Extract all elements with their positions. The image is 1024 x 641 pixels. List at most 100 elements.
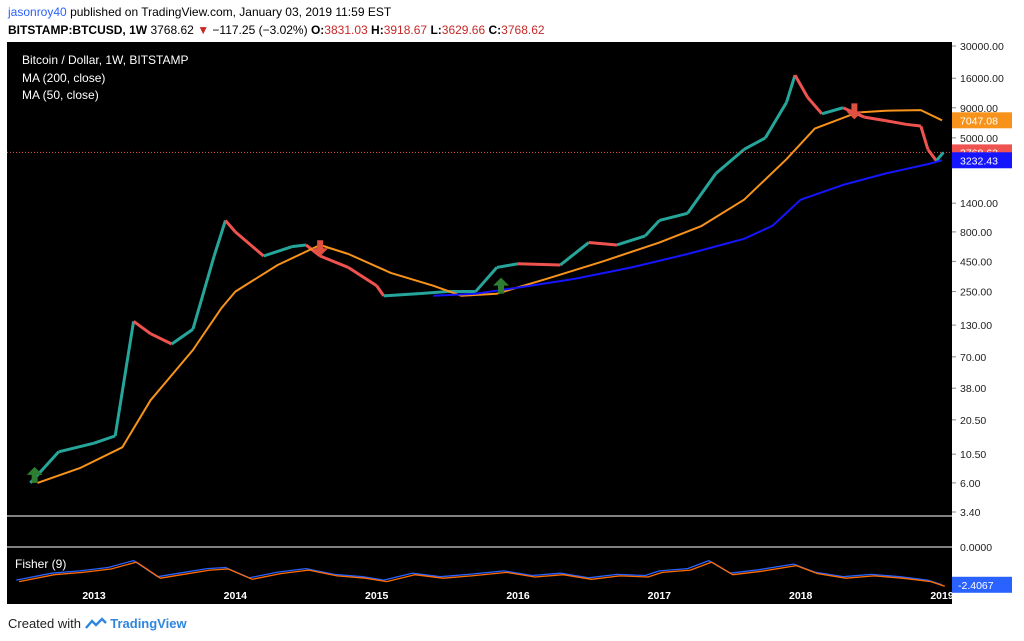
legend-ma200: MA (200, close)	[22, 71, 106, 85]
tradingview-brand[interactable]: TradingView	[110, 616, 187, 631]
price-segment	[375, 284, 385, 297]
price-segment	[821, 106, 844, 116]
arrow-down-icon	[312, 240, 329, 257]
y-axis-tick-label: 10.50	[960, 449, 986, 461]
x-axis-tick-label: 2018	[789, 590, 813, 602]
y-axis-tick-label: 38.00	[960, 383, 986, 395]
time-axis-background	[7, 590, 952, 604]
price-segment	[234, 230, 265, 258]
price-segment	[191, 255, 216, 330]
price-segment	[418, 290, 448, 296]
price-segment	[785, 74, 797, 103]
ma200-line	[433, 159, 943, 297]
x-axis-tick-label: 2013	[82, 590, 106, 602]
y-axis-tick-label: 6.00	[960, 478, 981, 490]
x-axis-tick-label: 2015	[365, 590, 389, 602]
price-segment	[212, 220, 227, 257]
price-segment	[319, 254, 349, 269]
price-segment	[93, 434, 116, 445]
price-segment	[263, 245, 293, 258]
price-segment	[305, 243, 322, 258]
price-segment	[919, 125, 930, 150]
x-axis-tick-label: 2014	[224, 590, 248, 602]
price-label-box	[952, 152, 1012, 169]
symbol-line: BITSTAMP:BTCUSD, 1W 3768.62 ▼ −117.25 (−…	[8, 23, 545, 37]
author-link[interactable]: jasonroy40	[8, 5, 67, 19]
price-label-text: 3232.43	[960, 155, 998, 167]
low-label: L:	[430, 23, 442, 37]
y-axis-tick-label: 70.00	[960, 352, 986, 364]
price-segment	[588, 241, 618, 247]
open-value: 3831.03	[324, 23, 368, 37]
open-label: O:	[310, 23, 325, 37]
x-axis-tick-label: 2019	[930, 590, 954, 602]
y-axis-tick-label: 1400.00	[960, 198, 998, 210]
price-segment	[793, 74, 810, 99]
price-segment	[474, 266, 498, 293]
price-segment	[559, 241, 590, 267]
x-axis-tick-label: 2016	[506, 590, 530, 602]
price-change: −117.25 (−3.02%)	[212, 23, 308, 37]
price-segment	[496, 262, 519, 269]
price-segment	[926, 148, 938, 162]
x-axis-tick-label: 2017	[648, 590, 672, 602]
y-axis-tick-label: 3.40	[960, 507, 981, 519]
y-axis-tick-label: 800.00	[960, 227, 992, 239]
price-axis-background	[952, 42, 1024, 604]
published-text: published on TradingView.com, January 03…	[70, 5, 392, 19]
price-segment	[864, 115, 886, 123]
fisher-trigger-line	[18, 561, 946, 587]
high-value: 3918.67	[383, 23, 428, 37]
last-price: 3768.62	[150, 23, 194, 37]
price-segment	[224, 219, 237, 233]
close-label: C:	[488, 23, 502, 37]
indicator-axis-tick-label: 0.0000	[960, 542, 992, 554]
price-segment	[170, 327, 194, 346]
y-axis-tick-label: 9000.00	[960, 103, 998, 115]
price-segment	[58, 441, 95, 454]
price-segment	[132, 320, 152, 335]
y-axis-tick-label: 250.00	[960, 287, 992, 299]
price-segment	[906, 122, 921, 128]
price-segment	[291, 243, 307, 249]
price-segment	[347, 266, 378, 288]
price-label-text: 7047.08	[960, 115, 998, 127]
legend-ma50: MA (50, close)	[22, 88, 99, 102]
footer: Created with TradingView	[8, 616, 187, 631]
legend-fisher: Fisher (9)	[15, 557, 67, 571]
y-axis-tick-label: 450.00	[960, 256, 992, 268]
indicator-label-box	[952, 576, 1012, 593]
price-segment	[764, 101, 788, 139]
publish-line: jasonroy40 published on TradingView.com,…	[8, 5, 391, 19]
price-segment	[806, 96, 824, 115]
price-segment	[113, 321, 136, 437]
arrow-up-icon	[26, 466, 43, 483]
symbol-label: BITSTAMP:BTCUSD, 1W	[8, 23, 148, 37]
price-segment	[149, 332, 173, 346]
price-segment	[885, 119, 907, 126]
fisher-line	[16, 559, 943, 586]
price-segment	[686, 172, 718, 215]
arrow-down-icon	[846, 103, 863, 120]
price-segment	[935, 151, 945, 162]
high-label: H:	[371, 23, 384, 37]
tradingview-logo-icon	[84, 617, 107, 629]
price-segment	[743, 136, 767, 151]
price-segment	[644, 219, 661, 237]
price-segment	[517, 262, 561, 267]
price-segment	[383, 292, 420, 298]
close-value: 3768.62	[501, 23, 545, 37]
low-value: 3629.66	[441, 23, 486, 37]
y-axis-tick-label: 16000.00	[960, 73, 1004, 85]
arrow-up-icon	[493, 277, 510, 294]
price-chart[interactable]: 30000.00 16000.00 9000.00 5000.00 1400.00 800…	[7, 42, 1024, 604]
legend-title: Bitcoin / Dollar, 1W, BITSTAMP	[22, 53, 189, 67]
price-label-box	[952, 112, 1012, 129]
indicator-label-text: -2.4067	[958, 580, 994, 592]
ma50-line	[37, 109, 943, 484]
price-segment	[658, 211, 688, 222]
created-with-text: Created with	[8, 616, 81, 631]
y-axis-tick-label: 20.50	[960, 415, 986, 427]
chart-area[interactable]: 30000.00 16000.00 9000.00 5000.00 1400.00 800…	[7, 42, 1024, 604]
price-segment	[714, 148, 746, 175]
